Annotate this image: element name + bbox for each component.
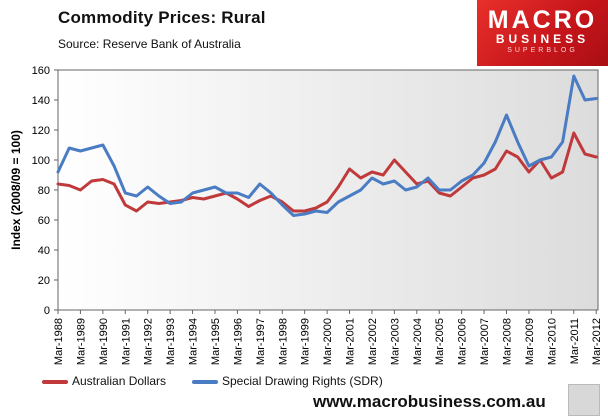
legend-swatch-aud — [42, 379, 68, 384]
y-tick-label: 0 — [44, 305, 50, 317]
x-tick-label: Mar-2010 — [546, 318, 558, 365]
x-tick-label: Mar-2008 — [502, 318, 514, 365]
x-tick-label: Mar-1989 — [75, 318, 87, 365]
y-tick-label: 20 — [38, 275, 50, 287]
y-tick-label: 60 — [38, 215, 50, 227]
footer-url[interactable]: www.macrobusiness.com.au — [313, 392, 546, 411]
x-tick-label: Mar-1990 — [98, 318, 110, 365]
x-tick-label: Mar-1991 — [120, 318, 132, 365]
legend-item-sdr: Special Drawing Rights (SDR) — [192, 374, 383, 388]
x-tick-label: Mar-1995 — [210, 318, 222, 365]
y-tick-label: 100 — [32, 155, 50, 167]
logo-line-1: MACRO — [487, 6, 598, 34]
x-tick-label: Mar-1994 — [188, 318, 200, 365]
chart-source: Source: Reserve Bank of Australia — [58, 37, 241, 51]
x-tick-label: Mar-2001 — [345, 318, 357, 365]
y-tick-label: 160 — [32, 65, 50, 77]
legend-label-sdr: Special Drawing Rights (SDR) — [222, 374, 383, 388]
legend-swatch-sdr — [192, 379, 218, 384]
series-line-sdr — [56, 74, 598, 217]
x-tick-label: Mar-1992 — [143, 318, 155, 365]
x-tick-label: Mar-2002 — [367, 318, 379, 365]
x-tick-label: Mar-2005 — [434, 318, 446, 365]
x-tick-label: Mar-1998 — [277, 318, 289, 365]
x-tick-label: Mar-1997 — [255, 318, 267, 365]
logo-line-3: SUPERBLOG — [507, 47, 578, 54]
macrobusiness-logo[interactable]: MACRO BUSINESS SUPERBLOG — [477, 0, 608, 66]
y-tick-label: 80 — [38, 185, 50, 197]
x-tick-label: Mar-1988 — [53, 318, 65, 365]
legend-label-aud: Australian Dollars — [72, 374, 167, 388]
x-tick-label: Mar-2000 — [322, 318, 334, 365]
y-tick-label: 120 — [32, 125, 50, 137]
x-tick-label: Mar-2011 — [569, 318, 581, 364]
wolf-icon — [568, 384, 600, 416]
x-tick-label: Mar-1993 — [165, 318, 177, 365]
x-tick-label: Mar-2007 — [479, 318, 491, 365]
x-tick-label: Mar-2006 — [457, 318, 469, 365]
plot-area — [57, 69, 599, 311]
series-line-aud — [56, 131, 598, 213]
x-tick-label: Mar-2012 — [591, 318, 603, 365]
legend-item-aud: Australian Dollars — [42, 374, 166, 388]
y-axis-label: Index (2008/09 = 100) — [9, 130, 23, 250]
y-tick-label: 140 — [32, 95, 50, 107]
y-tick-label: 40 — [38, 245, 50, 257]
x-tick-label: Mar-2009 — [524, 318, 536, 365]
x-tick-label: Mar-2003 — [389, 318, 401, 365]
logo-line-2: BUSINESS — [495, 32, 590, 46]
x-tick-label: Mar-2004 — [412, 318, 424, 365]
x-tick-label: Mar-1996 — [232, 318, 244, 365]
x-tick-label: Mar-1999 — [300, 318, 312, 365]
chart-title: Commodity Prices: Rural — [58, 8, 266, 27]
